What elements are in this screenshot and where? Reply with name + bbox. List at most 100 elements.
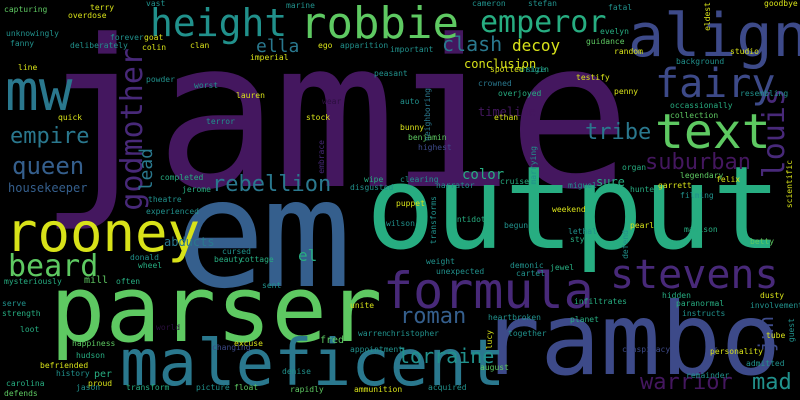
word-christopher: christopher (386, 329, 439, 338)
word-strength: strength (2, 309, 41, 318)
word-changing: changing (212, 343, 251, 352)
word-remainder: remainder (686, 371, 730, 380)
word-jason: jason (76, 383, 101, 392)
word-lead: lead (136, 148, 157, 192)
word-important: important (390, 45, 434, 54)
word-apparition: apparition (340, 41, 389, 50)
word-vast: vast (146, 0, 166, 8)
word-often: often (116, 277, 141, 286)
word-stevens: stevens (610, 252, 779, 298)
word-housekeeper: housekeeper (8, 181, 88, 195)
word-picture: picture (196, 383, 230, 392)
word-bunny: bunny (400, 123, 425, 132)
word-rooney: rooney (5, 201, 201, 264)
word-conclusion: conclusion (464, 57, 537, 71)
word-powder: powder (146, 75, 175, 84)
word-testify: testify (576, 73, 610, 82)
word-clearing: clearing (400, 175, 439, 184)
word-empire: empire (10, 124, 90, 149)
word-madison: madison (684, 225, 718, 234)
word-guidance: guidance (586, 37, 625, 46)
word-wilson: wilson (386, 219, 415, 228)
word-fanny: fanny (10, 39, 35, 48)
word-goat: goat (144, 33, 164, 42)
word-origin: origin (520, 65, 549, 74)
word-beauty: beauty (214, 255, 243, 264)
word-ammunition: ammunition (354, 385, 403, 394)
word-float: float (234, 383, 259, 392)
word-auto: auto (400, 97, 420, 106)
word-proud: proud (88, 379, 113, 388)
word-capturing: capturing (4, 5, 48, 14)
word-sent: sent (262, 281, 282, 290)
word-colin: colin (142, 43, 167, 52)
word-marrying: marrying (529, 146, 538, 185)
word-jerome: jerome (182, 185, 211, 194)
word-wipe: wipe (364, 175, 384, 184)
word-experienced: experienced (146, 207, 199, 216)
word-em: em (175, 148, 352, 322)
word-rambo: rambo (480, 281, 782, 398)
word-defends: defends (4, 389, 38, 398)
word-mysteriously: mysteriously (4, 277, 62, 286)
word-denise: denise (282, 367, 311, 376)
word-donald: donald (130, 253, 159, 262)
word-queen: queen (12, 152, 85, 180)
word-defend: defend (621, 230, 630, 259)
word-ego: ego (318, 41, 333, 50)
word-excuse: excuse (234, 339, 263, 348)
word-conspiracy: conspiracy (622, 345, 671, 354)
word-occassionally: occassionally (670, 101, 733, 110)
word-worst: worst (194, 81, 219, 90)
word-emperor: emperor (480, 5, 607, 40)
word-beard: beard (8, 249, 99, 284)
word-maleficent: maleficent (120, 327, 506, 400)
word-involvement: involvement (750, 301, 800, 310)
word-together: together (508, 329, 547, 338)
word-completed: completed (160, 173, 204, 182)
word-color: color (462, 167, 505, 183)
word-output: output (366, 142, 782, 276)
word-warren: warren (358, 329, 387, 338)
word-appointment: appointment (350, 345, 403, 354)
word-fairy: fairy (655, 61, 776, 107)
word-warrior: warrior (640, 370, 733, 395)
word-spotted: spotted (490, 65, 524, 74)
word-miguel: miguel (568, 181, 597, 190)
word-felix: felix (716, 175, 741, 184)
word-suburban: suburban (645, 150, 751, 175)
word-august: august (480, 363, 509, 372)
word-highest: highest (418, 143, 452, 152)
word-disgusted: disgusted (350, 183, 394, 192)
word-cursed: cursed (222, 247, 251, 256)
word-lethal: lethal (568, 227, 597, 236)
word-infiltrates: infiltrates (574, 297, 627, 306)
word-benjamin: benjamin (408, 133, 447, 142)
word-studio: studio (730, 47, 759, 56)
word-tribe: tribe (585, 120, 652, 145)
word-overjoyed: overjoyed (498, 89, 542, 98)
word-rapidly: rapidly (290, 385, 324, 394)
word-mw: mw (5, 59, 73, 124)
word-deliberately: deliberately (70, 41, 128, 50)
word-style: style (570, 235, 595, 244)
word-wheel: wheel (138, 261, 163, 270)
word-organ: organ (622, 163, 647, 172)
word-fatal: fatal (608, 3, 633, 12)
word-lucy: lucy (485, 330, 494, 350)
word-jamie: jamie (38, 0, 631, 235)
word-ethan: ethan (494, 113, 519, 122)
word-sure: sure (596, 175, 625, 189)
word-robbie: robbie (300, 0, 459, 49)
word-clash: clash (442, 32, 503, 56)
word-roman: roman (400, 304, 467, 329)
word-clan: clan (190, 41, 210, 50)
word-filming: filming (680, 191, 714, 200)
word-parser: parser (50, 256, 383, 363)
word-resembling: resembling (740, 89, 789, 98)
word-el: el (298, 246, 318, 265)
word-terry: terry (90, 3, 115, 12)
word-guest: guest (787, 318, 796, 343)
word-loot: loot (20, 325, 40, 334)
word-overdose: overdose (68, 11, 107, 20)
